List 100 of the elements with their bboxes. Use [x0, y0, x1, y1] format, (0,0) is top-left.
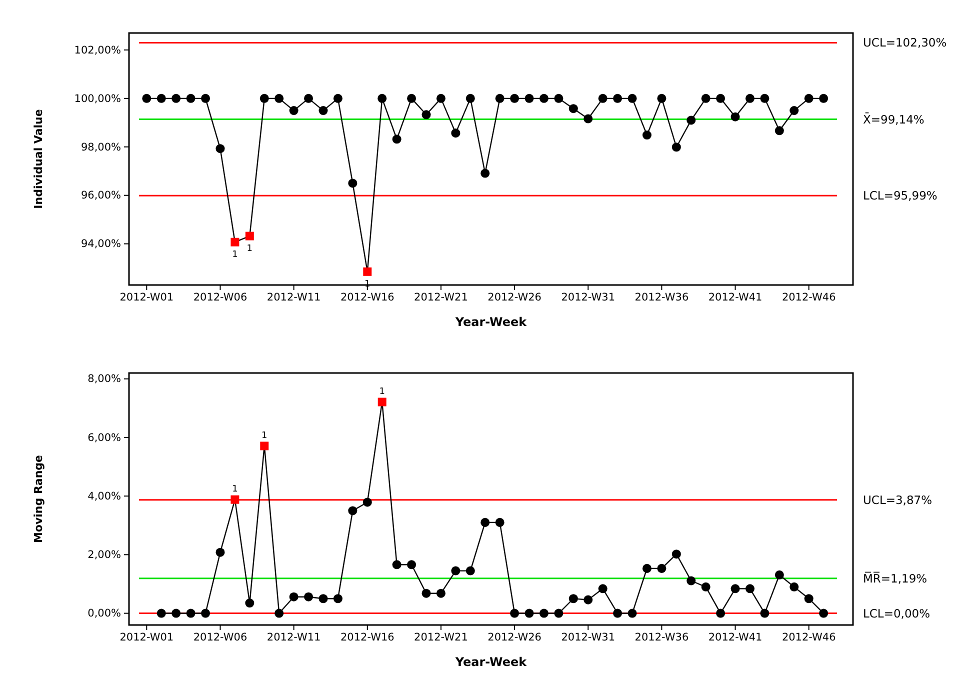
point: [701, 582, 710, 592]
point: [333, 94, 342, 103]
point: [745, 584, 755, 594]
point: [524, 94, 534, 103]
y-tick-label: 4,00%: [88, 490, 122, 502]
annotation: 1: [246, 244, 253, 254]
point: [172, 94, 181, 103]
point: [495, 94, 504, 103]
point: [436, 588, 446, 598]
point: [554, 94, 564, 103]
point: [216, 548, 225, 557]
point: [568, 594, 578, 604]
point: [451, 566, 460, 576]
point: [362, 498, 372, 507]
x-tick-label: 2012-W41: [708, 631, 762, 644]
point: [407, 560, 416, 570]
x-tick-label: 2012-W16: [340, 631, 395, 644]
y-tick-label: 8,00%: [88, 373, 122, 386]
point: [701, 94, 710, 103]
x-tick-label: 2012-W11: [266, 291, 321, 304]
point: [172, 608, 181, 618]
point: [628, 608, 637, 618]
y-tick-label: 2,00%: [88, 549, 122, 562]
point: [510, 608, 520, 618]
point: [539, 608, 548, 618]
y-tick-label: 100,00%: [74, 92, 122, 105]
point: [363, 267, 372, 276]
point: [510, 94, 520, 103]
point: [584, 595, 593, 604]
point: [730, 584, 740, 594]
y-axis-title: Moving Range: [32, 454, 45, 544]
point: [318, 106, 328, 116]
point: [392, 134, 402, 144]
point: [289, 106, 298, 116]
x-axis-title: Year-Week: [454, 655, 528, 669]
point: [819, 608, 828, 618]
y-tick-label: 6,00%: [88, 432, 122, 444]
point: [760, 608, 770, 618]
annotation: 1: [232, 484, 238, 495]
ref-line-label: LCL=0,00%: [863, 606, 930, 620]
point: [568, 104, 578, 114]
x-tick-label: 2012-W36: [634, 291, 689, 304]
point: [230, 238, 240, 246]
point: [318, 594, 328, 604]
point: [480, 168, 490, 178]
point: [774, 570, 784, 580]
point: [348, 178, 358, 188]
point: [142, 94, 152, 103]
y-tick-label: 0,00%: [88, 608, 122, 620]
ref-line-label: UCL=3,87%: [863, 492, 932, 507]
y-axis-title: Individual Value: [32, 109, 45, 209]
point: [804, 594, 814, 604]
x-tick-label: 2012-W16: [340, 291, 395, 304]
x-tick-label: 2012-W46: [782, 631, 836, 644]
point: [790, 106, 799, 116]
point: [613, 608, 622, 618]
point: [480, 518, 490, 527]
x-tick-label: 2012-W46: [782, 291, 836, 304]
point: [392, 560, 402, 570]
x-axis-title: Year-Week: [454, 315, 528, 329]
point: [422, 110, 431, 120]
point: [274, 94, 284, 103]
point: [436, 94, 446, 103]
ref-line-label: M̅R̅=1,19%: [863, 571, 928, 586]
point: [407, 94, 416, 103]
point: [260, 442, 269, 450]
point: [598, 584, 608, 594]
point: [657, 94, 666, 103]
point: [186, 94, 196, 103]
point: [304, 94, 314, 103]
point: [716, 94, 726, 103]
point: [524, 608, 534, 618]
point: [245, 232, 254, 240]
x-tick-label: 2012-W41: [708, 291, 762, 304]
x-tick-label: 2012-W36: [634, 631, 689, 644]
point: [716, 608, 726, 618]
point: [584, 114, 593, 124]
point: [686, 116, 696, 125]
point: [466, 94, 475, 103]
point: [495, 518, 504, 527]
x-tick-label: 2012-W31: [561, 631, 616, 644]
x-tick-label: 2012-W11: [266, 631, 321, 644]
y-tick-label: 102,00%: [74, 44, 122, 56]
x-tick-label: 2012-W01: [120, 291, 174, 304]
point: [642, 564, 652, 573]
point: [186, 608, 196, 618]
point: [260, 94, 269, 103]
point: [156, 608, 166, 618]
ref-line-label: LCL=95,99%: [863, 188, 938, 203]
x-tick-label: 2012-W06: [193, 291, 248, 304]
point: [539, 94, 548, 103]
y-tick-label: 96,00%: [80, 190, 122, 202]
point: [657, 564, 666, 573]
point: [730, 112, 740, 122]
point: [642, 130, 652, 140]
x-tick-label: 2012-W21: [414, 291, 468, 304]
point: [378, 398, 386, 406]
point: [760, 94, 770, 103]
point: [790, 582, 799, 592]
annotation: 1: [232, 250, 238, 260]
